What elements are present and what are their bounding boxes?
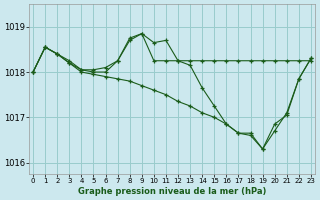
X-axis label: Graphe pression niveau de la mer (hPa): Graphe pression niveau de la mer (hPa) <box>78 187 266 196</box>
